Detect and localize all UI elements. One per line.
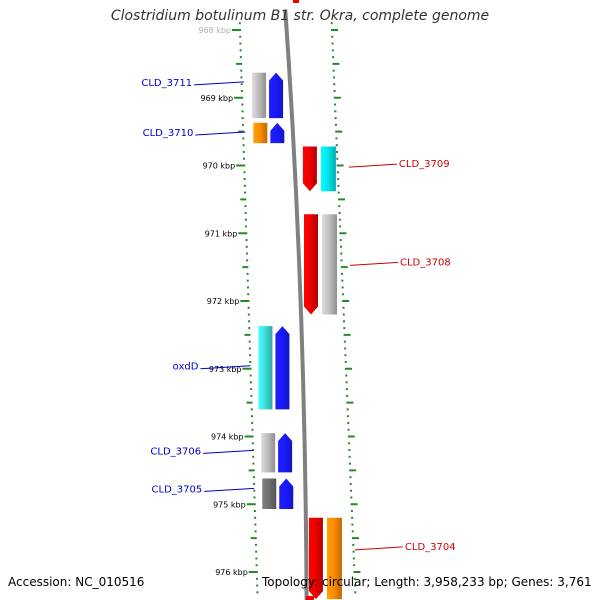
gene-label: CLD_3705 [152,484,203,495]
gene-CLD_3704-arrow [308,517,323,600]
gene-label: CLD_3704 [405,542,456,553]
gene-CLD_3711-bar [252,72,267,119]
gene-leader-line [354,546,403,551]
kbp-label: 976 kbp [215,568,248,577]
map-title: Clostridium botulinum B1 str. Okra, comp… [110,8,490,24]
gene-leader-line [200,365,251,370]
gene-bottom-stub [306,596,314,600]
gene-top-stub [293,0,299,3]
gene-oxdD-bar [258,326,273,410]
gene-label: oxdD [173,362,199,373]
gene-CLD_3709-bar [320,146,336,192]
kbp-label: 972 kbp [207,297,240,306]
gene-CLD_3706-bar [261,433,276,473]
kbp-label: 969 kbp [200,94,233,103]
gene-leader-line [204,487,255,492]
gene-CLD_3705-bar [262,478,277,509]
gene-leader-line [349,261,399,266]
gene-label: CLD_3708 [400,257,451,268]
gene-label: CLD_3706 [150,446,201,457]
gene-CLD_3710-bar [253,122,268,144]
gene-oxdD-arrow [275,326,290,410]
gene-leader-line [195,131,246,136]
gene-CLD_3704-bar [326,517,342,600]
gene-label: CLD_3709 [399,159,450,170]
kbp-label: 975 kbp [213,500,246,509]
gene-leader-line [203,449,254,454]
gene-label: CLD_3711 [141,78,192,89]
gene-CLD_3706-arrow [278,433,293,473]
gene-leader-line [194,81,245,86]
gene-label: CLD_3710 [143,128,194,139]
kbp-label: 973 kbp [209,365,242,374]
gene-CLD_3710-arrow [270,122,285,144]
gene-leader-line [348,163,397,168]
kbp-label: 970 kbp [203,162,236,171]
accession-label: Accession: NC_010516 [8,575,145,589]
kbp-label: 971 kbp [205,229,238,238]
gene-CLD_3708-bar [321,214,337,315]
genome-summary: Topology: circular; Length: 3,958,233 bp… [262,575,592,589]
kbp-label: 968 kbp [198,26,231,35]
gene-CLD_3708-arrow [303,214,318,315]
gene-CLD_3705-arrow [279,478,294,509]
gene-CLD_3709-arrow [302,146,317,192]
gene-CLD_3711-arrow [269,72,284,119]
kbp-label: 974 kbp [211,433,244,442]
genome-backbone [283,9,309,600]
